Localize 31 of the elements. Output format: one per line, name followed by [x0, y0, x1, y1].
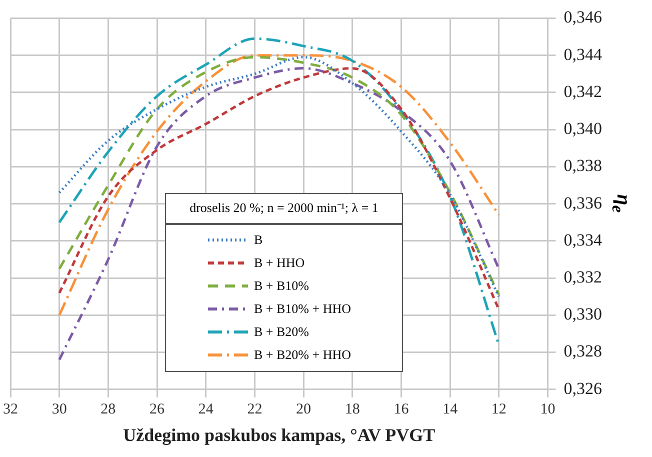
y-tick-label: 0,334	[564, 230, 602, 250]
x-axis-title: Uždegimo paskubos kampas, °AV PVGT	[123, 424, 436, 445]
legend-label: B + B10% + HHO	[254, 301, 351, 318]
legend-title: droselis 20 %; n = 2000 min⁻¹; λ = 1	[188, 199, 380, 217]
legend-label: B + HHO	[254, 255, 305, 272]
x-tick-label: 12	[491, 401, 506, 418]
x-tick-label: 24	[198, 401, 214, 418]
y-tick-label: 0,346	[564, 8, 602, 27]
x-tick-label: 30	[52, 401, 67, 418]
y-tick-label: 0,342	[564, 82, 602, 101]
y-tick-label: 0,340	[564, 119, 602, 138]
x-tick-label: 14	[442, 401, 458, 418]
y-tick-label: 0,330	[564, 304, 602, 324]
x-tick-label: 22	[247, 401, 262, 418]
legend-label: B + B20%	[254, 324, 310, 340]
y-tick-label: 0,338	[564, 156, 602, 176]
y-tick-label: 0,328	[564, 342, 602, 361]
legend-label: B + B20% + HHO	[254, 347, 351, 364]
x-tick-label: 26	[150, 401, 166, 418]
x-tick-label: 20	[296, 401, 312, 418]
x-tick-label: 28	[100, 401, 116, 418]
x-tick-label: 16	[394, 401, 410, 418]
x-tick-label: 18	[344, 401, 360, 418]
legend-label: B	[254, 232, 263, 248]
y-tick-label: 0,332	[564, 268, 602, 287]
x-tick-label: 10	[540, 401, 556, 418]
y-tick-label: 0,336	[564, 193, 602, 212]
y-tick-label: 0,326	[564, 378, 602, 398]
y-tick-label: 0,344	[564, 44, 602, 64]
legend-label: B + B10%	[254, 278, 310, 294]
x-tick-label: 32	[3, 401, 18, 418]
